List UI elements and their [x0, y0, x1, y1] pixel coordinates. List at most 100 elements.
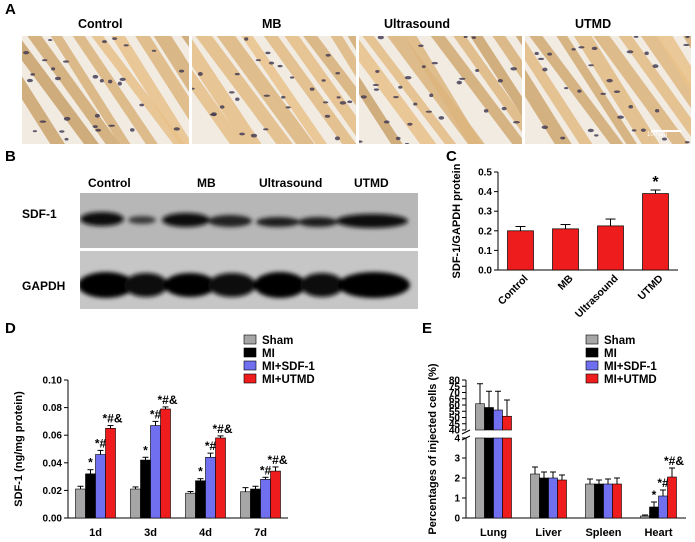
nucleus — [322, 101, 329, 104]
nucleus — [684, 141, 690, 144]
nucleus — [588, 64, 594, 67]
scale-bar-label: 100 μm — [647, 132, 668, 138]
nucleus — [99, 79, 104, 83]
nucleus — [277, 64, 283, 68]
nucleus — [463, 36, 468, 39]
nucleus — [321, 79, 326, 82]
muscle-fiber — [91, 36, 185, 144]
bar — [585, 483, 595, 519]
nucleus — [250, 133, 258, 138]
blot-band-gapdh — [208, 273, 256, 297]
nucleus — [192, 87, 195, 90]
muscle-fiber — [453, 36, 522, 133]
nucleus — [377, 36, 384, 40]
nucleus — [483, 109, 489, 113]
nucleus — [339, 101, 347, 105]
bar — [493, 409, 503, 431]
nucleus — [429, 93, 434, 98]
nucleus — [413, 102, 418, 106]
x-tick-label: Heart — [644, 527, 672, 539]
nucleus — [94, 113, 100, 118]
bar — [205, 456, 216, 519]
x-tick-label: UTMD — [636, 272, 666, 302]
significance-mark: *# — [657, 476, 669, 490]
significance-mark: *#& — [664, 454, 684, 468]
bar — [594, 483, 604, 519]
nucleus — [62, 60, 70, 63]
nucleus — [626, 50, 634, 54]
bar — [552, 228, 579, 271]
nucleus — [63, 116, 71, 121]
bar — [475, 437, 485, 519]
legend-swatch — [585, 360, 599, 371]
blot-row-gapdh: GAPDH — [22, 279, 66, 293]
legend-label: MI+UTMD — [262, 374, 315, 386]
nucleus — [644, 51, 649, 56]
panel-letter-d: D — [5, 320, 16, 337]
nucleus — [407, 122, 413, 126]
bar — [185, 492, 196, 519]
nucleus — [92, 74, 99, 79]
bar — [484, 407, 494, 431]
legend-label: MI+UTMD — [604, 374, 657, 386]
significance-mark: *# — [95, 436, 107, 450]
bar — [612, 483, 622, 519]
y-tick-label: 0.08 — [43, 403, 63, 414]
nucleus — [631, 129, 637, 132]
nucleus — [510, 67, 518, 71]
nucleus — [373, 88, 380, 91]
nucleus — [594, 134, 599, 137]
blot-lane-mb: MB — [197, 176, 216, 190]
bar — [530, 473, 540, 519]
bar — [557, 479, 567, 519]
legend-swatch — [243, 334, 257, 345]
nucleus — [513, 121, 520, 124]
muscle-fiber — [192, 39, 262, 144]
muscle-fiber — [192, 69, 245, 144]
blot-lane-utmd: UTMD — [354, 176, 389, 190]
nucleus — [219, 105, 225, 109]
y-tick-label: 75 — [449, 382, 461, 393]
bar — [603, 483, 613, 519]
nucleus — [459, 77, 466, 80]
blot-lane-ultrasound: Ultrasound — [259, 176, 323, 190]
bar — [502, 415, 512, 431]
nucleus — [102, 40, 107, 44]
y-axis-label: SDF-1/GAPDH protein — [451, 163, 463, 278]
micrograph-ultrasound — [359, 36, 522, 144]
nucleus — [95, 128, 102, 132]
significance-mark: *# — [260, 463, 272, 477]
nucleus — [661, 137, 668, 141]
micrograph-mb — [192, 36, 356, 144]
nucleus — [59, 130, 65, 133]
bar — [649, 506, 659, 519]
bar — [658, 495, 668, 519]
y-tick-label: 0.3 — [478, 207, 492, 218]
western-blot — [80, 193, 418, 309]
legend-label: MI — [262, 348, 275, 360]
y-tick-label: 0.0 — [478, 266, 492, 277]
x-tick-label: 3d — [144, 527, 157, 539]
bar — [539, 477, 549, 519]
nucleus — [334, 136, 341, 141]
legend-swatch — [585, 334, 599, 345]
blot-band-sdf1 — [336, 214, 408, 228]
nucleus — [393, 95, 399, 99]
nucleus — [235, 97, 240, 101]
nucleus — [600, 92, 607, 95]
nucleus — [255, 59, 261, 62]
bar — [667, 476, 677, 519]
muscle-fiber — [303, 36, 356, 106]
blot-band-sdf1 — [298, 217, 338, 227]
nucleus — [471, 36, 477, 39]
nucleus — [112, 37, 118, 40]
bar — [642, 193, 669, 271]
x-tick-label: Lung — [480, 527, 507, 539]
y-tick-label: 0.00 — [43, 514, 63, 525]
x-tick-label: Ultrasound — [573, 273, 621, 320]
muscle-fiber — [284, 36, 356, 137]
nucleus — [571, 48, 576, 51]
legend-swatch — [243, 373, 257, 384]
blot-band-gapdh — [124, 273, 168, 297]
x-tick-label: Liver — [535, 527, 562, 539]
